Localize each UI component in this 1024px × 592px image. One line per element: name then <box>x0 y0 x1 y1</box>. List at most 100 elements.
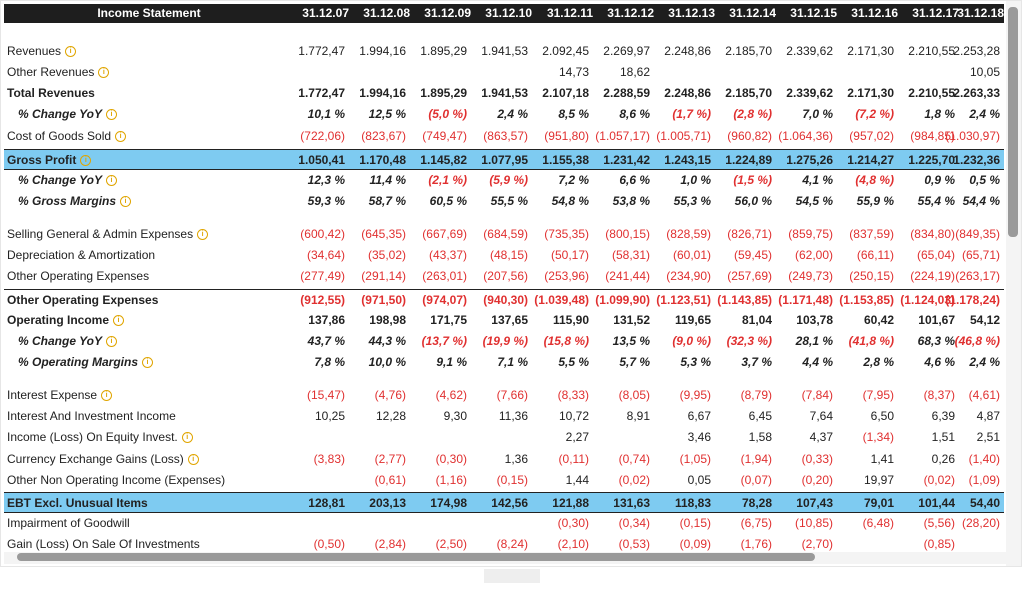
info-icon[interactable]: i <box>101 390 112 401</box>
table-cell: 0,05 <box>651 470 711 491</box>
table-cell: 2.288,59 <box>590 83 650 104</box>
table-cell: (291,14) <box>346 266 406 287</box>
table-cell: (8,05) <box>590 385 650 406</box>
table-cell: 7,0 % <box>773 104 833 125</box>
table-cell: (19,9 %) <box>468 331 528 352</box>
table-cell: 19,97 <box>834 470 894 491</box>
table-row: Interest And Investment Income 10,25 12,28… <box>4 406 1004 427</box>
row-label-text: Revenues <box>7 44 61 58</box>
table-cell: 2.248,86 <box>651 41 711 62</box>
info-icon[interactable]: i <box>120 196 131 207</box>
table-cell: (2,8 %) <box>712 104 772 125</box>
row-label: EBT Excl. Unusual Items <box>7 493 148 514</box>
row-label-text: % Change YoY <box>18 334 102 348</box>
table-cell: 6,6 % <box>590 170 650 191</box>
table-cell: 107,43 <box>773 493 833 514</box>
table-cell: 6,45 <box>712 406 772 427</box>
table-cell: 7,8 % <box>285 352 345 373</box>
table-cell: (234,90) <box>651 266 711 287</box>
table-cell: (912,55) <box>285 290 345 311</box>
table-cell: (0,50) <box>285 534 345 552</box>
row-label-text: Interest And Investment Income <box>7 409 176 423</box>
table-cell: (8,33) <box>529 385 589 406</box>
info-icon[interactable]: i <box>182 432 193 443</box>
table-cell: 171,75 <box>407 310 467 331</box>
table-cell: (1,16) <box>407 470 467 491</box>
table-cell: 60,42 <box>834 310 894 331</box>
table-cell: 1,41 <box>834 449 894 470</box>
table-cell: (3,83) <box>285 449 345 470</box>
table-cell: (241,44) <box>590 266 650 287</box>
table-cell: (1,76) <box>712 534 772 552</box>
table-cell: (0,02) <box>590 470 650 491</box>
table-cell: 1.224,89 <box>712 150 772 171</box>
table-cell: (971,50) <box>346 290 406 311</box>
row-label: Other Operating Expenses <box>7 290 158 311</box>
info-icon[interactable]: i <box>113 315 124 326</box>
table-cell: 0,5 % <box>940 170 1000 191</box>
table-row: % Gross Margins i 59,3 % 58,7 % 60,5 % 55,5 %… <box>4 191 1004 212</box>
table-cell: 1.895,29 <box>407 83 467 104</box>
table-cell: 131,52 <box>590 310 650 331</box>
table-cell: (1.005,71) <box>651 126 711 147</box>
table-cell: (65,71) <box>940 245 1000 266</box>
table-cell: (250,15) <box>834 266 894 287</box>
year-column-header: 31.12.07 <box>289 4 349 23</box>
row-label-text: Cost of Goods Sold <box>7 129 111 143</box>
table-row: Other Operating Expenses (912,55) (971,50)… <box>4 289 1004 311</box>
row-label-text: Other Revenues <box>7 65 94 79</box>
table-cell: (58,31) <box>590 245 650 266</box>
table-cell: (1.030,97) <box>940 126 1000 147</box>
table-cell: 2.171,30 <box>834 83 894 104</box>
table-cell: 9,30 <box>407 406 467 427</box>
table-cell: (1,7 %) <box>651 104 711 125</box>
info-icon[interactable]: i <box>98 67 109 78</box>
row-label: % Operating Margins i <box>18 352 153 373</box>
table-cell: (4,76) <box>346 385 406 406</box>
table-cell: 10,05 <box>940 62 1000 83</box>
table-cell: 10,1 % <box>285 104 345 125</box>
info-icon[interactable]: i <box>197 229 208 240</box>
table-cell: (277,49) <box>285 266 345 287</box>
table-title: Income Statement <box>4 4 294 23</box>
info-icon[interactable]: i <box>188 454 199 465</box>
table-cell: 1.994,16 <box>346 83 406 104</box>
table-row: Currency Exchange Gains (Loss) i (3,83) (2,… <box>4 449 1004 470</box>
table-cell: 2.253,28 <box>940 41 1000 62</box>
table-cell: 1.155,38 <box>529 150 589 171</box>
table-cell: 8,91 <box>590 406 650 427</box>
table-row: Impairment of Goodwill (0,30) (0,34) (0,15)… <box>4 513 1004 534</box>
row-label: Other Operating Expenses <box>7 266 149 287</box>
table-cell: (66,11) <box>834 245 894 266</box>
table-cell: 121,88 <box>529 493 589 514</box>
table-cell: (859,75) <box>773 224 833 245</box>
horizontal-scroll-thumb[interactable] <box>17 553 815 561</box>
vertical-scroll-thumb[interactable] <box>1008 7 1018 237</box>
table-cell: (0,85) <box>895 534 955 552</box>
table-cell: (7,84) <box>773 385 833 406</box>
row-label-text: Income (Loss) On Equity Invest. <box>7 430 178 444</box>
table-cell: (0,15) <box>468 470 528 491</box>
info-icon[interactable]: i <box>142 357 153 368</box>
table-cell: 1,0 % <box>651 170 711 191</box>
table-cell: (7,66) <box>468 385 528 406</box>
table-cell: 119,65 <box>651 310 711 331</box>
table-cell: 2.248,86 <box>651 83 711 104</box>
table-cell: (35,02) <box>346 245 406 266</box>
table-cell: 2,27 <box>529 427 589 448</box>
table-row: Cost of Goods Sold i (722,06) (823,67) (749,… <box>4 126 1004 147</box>
info-icon[interactable]: i <box>115 131 126 142</box>
info-icon[interactable]: i <box>106 336 117 347</box>
table-cell: 118,83 <box>651 493 711 514</box>
info-icon[interactable]: i <box>106 175 117 186</box>
info-icon[interactable]: i <box>65 46 76 57</box>
row-label-text: % Change YoY <box>18 107 102 121</box>
table-cell: 2,8 % <box>834 352 894 373</box>
table-cell: 60,5 % <box>407 191 467 212</box>
table-cell: (837,59) <box>834 224 894 245</box>
info-icon[interactable]: i <box>106 109 117 120</box>
table-cell: 58,7 % <box>346 191 406 212</box>
info-icon[interactable]: i <box>80 155 91 166</box>
table-cell: (2,77) <box>346 449 406 470</box>
table-cell: 1.232,36 <box>940 150 1000 171</box>
